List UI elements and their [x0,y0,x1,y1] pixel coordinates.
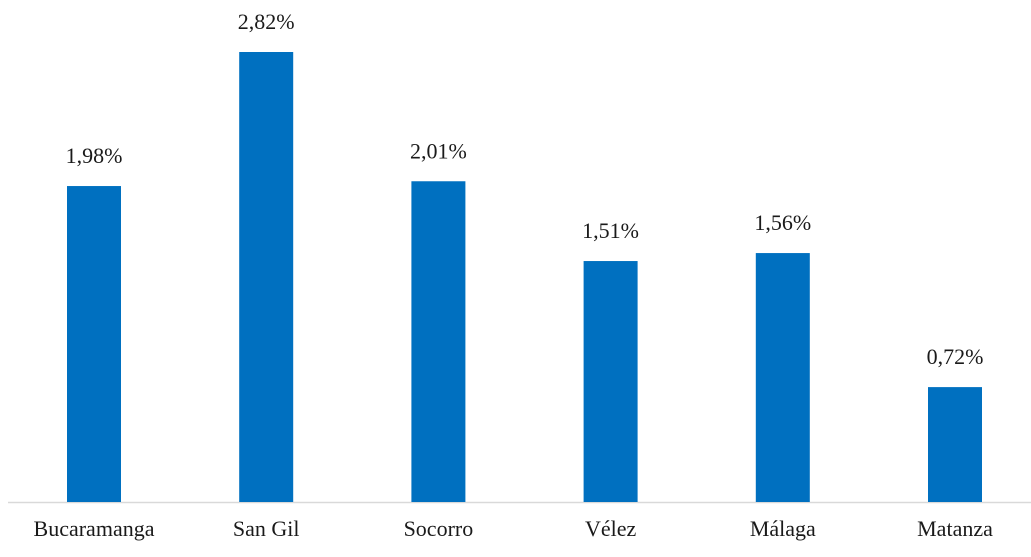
data-label: 1,51% [582,218,639,243]
x-tick-label: Bucaramanga [34,516,155,541]
bar [583,261,638,502]
bar [239,52,294,502]
data-label: 0,72% [927,344,984,369]
x-tick-label: San Gil [233,516,300,541]
bar [67,186,121,503]
data-label: 2,82% [238,9,295,34]
data-label: 1,98% [66,143,123,168]
data-label: 1,56% [754,210,811,235]
x-tick-label: Matanza [917,516,993,541]
bar [928,387,982,502]
data-label: 2,01% [410,138,467,163]
bar [755,253,810,502]
bar [411,181,466,503]
x-tick-label: Socorro [404,516,474,541]
x-tick-label: Málaga [750,516,816,541]
x-tick-label: Vélez [585,516,637,541]
